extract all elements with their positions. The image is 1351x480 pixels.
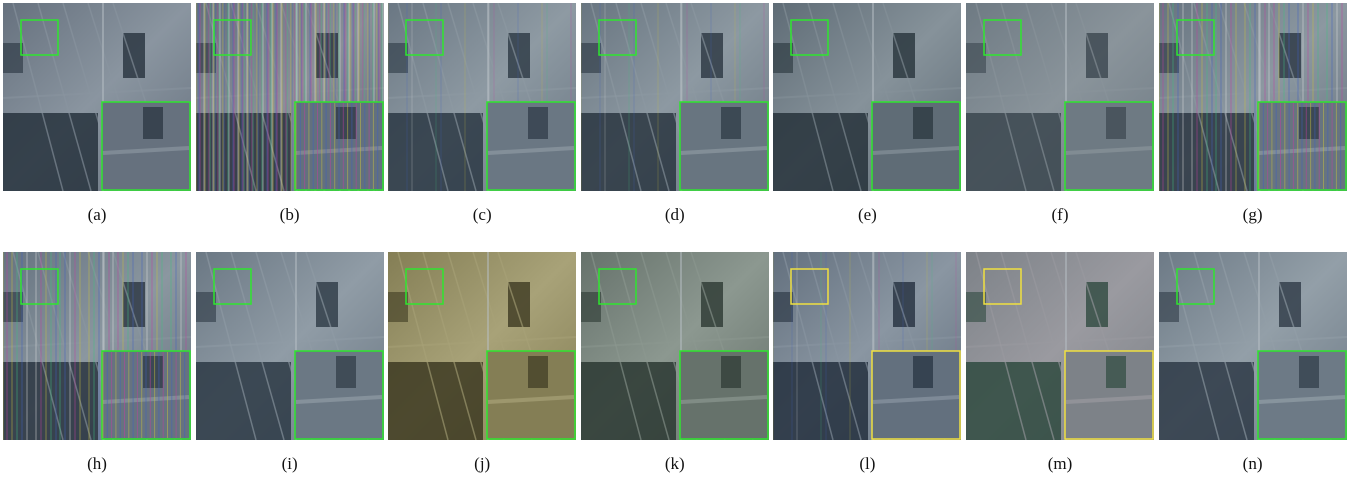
panel-label: (b) (196, 205, 384, 225)
panel-image (388, 252, 576, 440)
panel-image (3, 3, 191, 191)
panel-label: (h) (3, 454, 191, 474)
panel-image (773, 3, 961, 191)
panel-image (1159, 252, 1347, 440)
panel-image (966, 252, 1154, 440)
panel-label: (k) (581, 454, 769, 474)
panel-label: (g) (1159, 205, 1347, 225)
panel-label: (l) (773, 454, 961, 474)
panel-label: (d) (581, 205, 769, 225)
panel-image (773, 252, 961, 440)
panel-image (1159, 3, 1347, 191)
figure: (a)(b)(c)(d)(e)(f)(g) (h)(i)(j)(k)(l)(m)(… (0, 0, 1351, 480)
panel-label: (a) (3, 205, 191, 225)
panel-label: (n) (1159, 454, 1347, 474)
panel-label: (i) (196, 454, 384, 474)
panel-label: (j) (388, 454, 576, 474)
panel-image (3, 252, 191, 440)
panel-image (196, 252, 384, 440)
panel-label: (m) (966, 454, 1154, 474)
panel-image (581, 252, 769, 440)
panel-image (966, 3, 1154, 191)
panel-image (388, 3, 576, 191)
panel-image (196, 3, 384, 191)
panel-image (581, 3, 769, 191)
panel-label: (e) (773, 205, 961, 225)
panel-label: (c) (388, 205, 576, 225)
panel-label: (f) (966, 205, 1154, 225)
